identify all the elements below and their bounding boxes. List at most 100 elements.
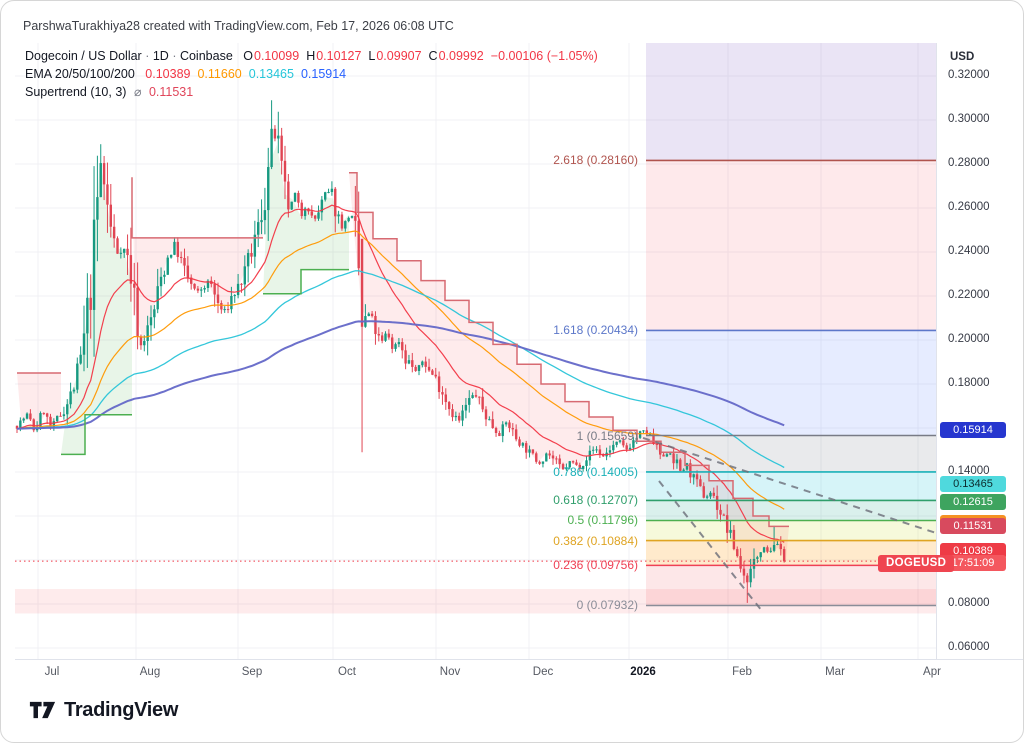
price-tick-label: 0.14000 [948,465,990,477]
candle-body [203,287,206,290]
price-axis[interactable]: USD 0.32000 0.30000 0.28000 0.26000 0.24000 0… [936,43,1023,659]
supertrend-segment-up [263,268,349,295]
candle-body [169,254,173,258]
month-label: Nov [439,666,461,678]
candle-body [253,234,257,257]
candle-body [444,394,447,403]
candle-body [742,568,746,576]
price-tick-label: 0.26000 [948,201,990,213]
candle-body [618,440,622,442]
candle-body [179,256,183,258]
candle-body [498,432,501,437]
candle-body [458,415,461,421]
candle-body [766,547,769,552]
candlestick-chart-canvas[interactable] [15,43,937,659]
candle-body [695,474,699,480]
candle-body [427,366,431,371]
candle-body [69,391,72,405]
candle-body [501,424,504,437]
candle-body [190,277,193,284]
candle-body [417,365,421,371]
candle-body [25,413,29,419]
candle-body [72,389,76,392]
candle-body [129,255,133,284]
candle-body [709,492,712,497]
candle-body [360,238,364,327]
candle-body [39,413,42,429]
ohlc-letter: O [243,49,253,63]
separator-dot: · [172,49,180,63]
candle-body [447,402,451,410]
candle-body [528,449,531,453]
fib-zone [646,520,936,541]
candle-body [96,197,99,220]
time-axis[interactable]: Jul Aug Sep Oct Nov Dec 2026 Feb Mar Apr [15,659,1023,686]
support-band [15,589,936,614]
candle-body [491,419,494,429]
candle-body [66,404,69,415]
ohlc-value: 0.10099 [254,49,300,63]
fib-label-0.382: 0.382 (0.10884) [553,533,638,548]
symbol-price-label: DOGEUSD [878,555,955,573]
candle-body [575,462,578,465]
separator-dot: · [145,49,153,63]
candle-body [488,419,491,421]
candle-body [759,552,762,558]
price-tick-label: 0.32000 [948,69,990,81]
candle-body [109,204,112,227]
candle-body [337,214,340,217]
candle-body [558,458,561,465]
candle-body [478,396,481,398]
legend-supertrend-row[interactable]: Supertrend (10, 3) ⌀ 0.11531 [25,83,598,101]
candle-body [133,283,136,288]
candle-body [354,216,357,221]
candle-body [454,415,458,418]
candle-body [52,421,56,427]
candle-body [615,441,618,445]
candle-body [149,317,153,326]
legend-symbol-row[interactable]: Dogecoin / US Dollar · 1D · Coinbase O0.… [25,47,598,65]
fib-label-0.786: 0.786 (0.14005) [553,464,638,479]
ema100-line [16,270,785,469]
candle-body [625,445,628,450]
candle-body [468,398,471,405]
supertrend-segment-down [349,172,789,528]
candle-body [464,404,468,411]
dashed-trendline[interactable] [658,480,763,612]
candle-body [675,459,679,464]
month-label: Oct [338,666,356,678]
candle-body [236,283,240,296]
average-icon: ⌀ [133,85,142,99]
indicator-legend: Dogecoin / US Dollar · 1D · Coinbase O0.… [25,47,598,101]
month-label: Apr [923,666,941,678]
candle-body [669,453,672,455]
candle-body [42,413,45,415]
candle-body [571,461,575,463]
candle-body [736,549,739,557]
candle-body [166,257,169,275]
candle-body [186,265,190,278]
supertrend-cloud [349,172,789,585]
candle-body [397,342,401,345]
candle-body [719,509,722,515]
symbol-interval: 1D [152,49,169,63]
candle-body [277,135,280,139]
candle-body [685,463,689,470]
candle-body [679,459,682,471]
candle-body [119,252,123,254]
candle-body [484,409,488,420]
tradingview-brand-text[interactable]: TradingView [64,698,179,721]
candle-body [722,514,726,516]
legend-ema-row[interactable]: EMA 20/50/100/200 0.10389 0.11660 0.13465 0… [25,65,598,83]
candle-body [525,443,528,453]
supertrend-cloud [132,177,263,342]
tradingview-logo-icon[interactable] [29,698,56,722]
ema-value: 0.10389 [145,67,191,81]
candle-body [628,447,632,450]
candle-body [401,342,404,351]
candle-body [250,252,253,257]
chart-plot-area[interactable]: 2.618 (0.28160) 1.618 (0.20434) 1 (0.15659… [15,43,937,659]
candle-body [602,454,605,457]
supertrend-segment-down [131,177,263,239]
month-label: Sep [241,666,263,678]
